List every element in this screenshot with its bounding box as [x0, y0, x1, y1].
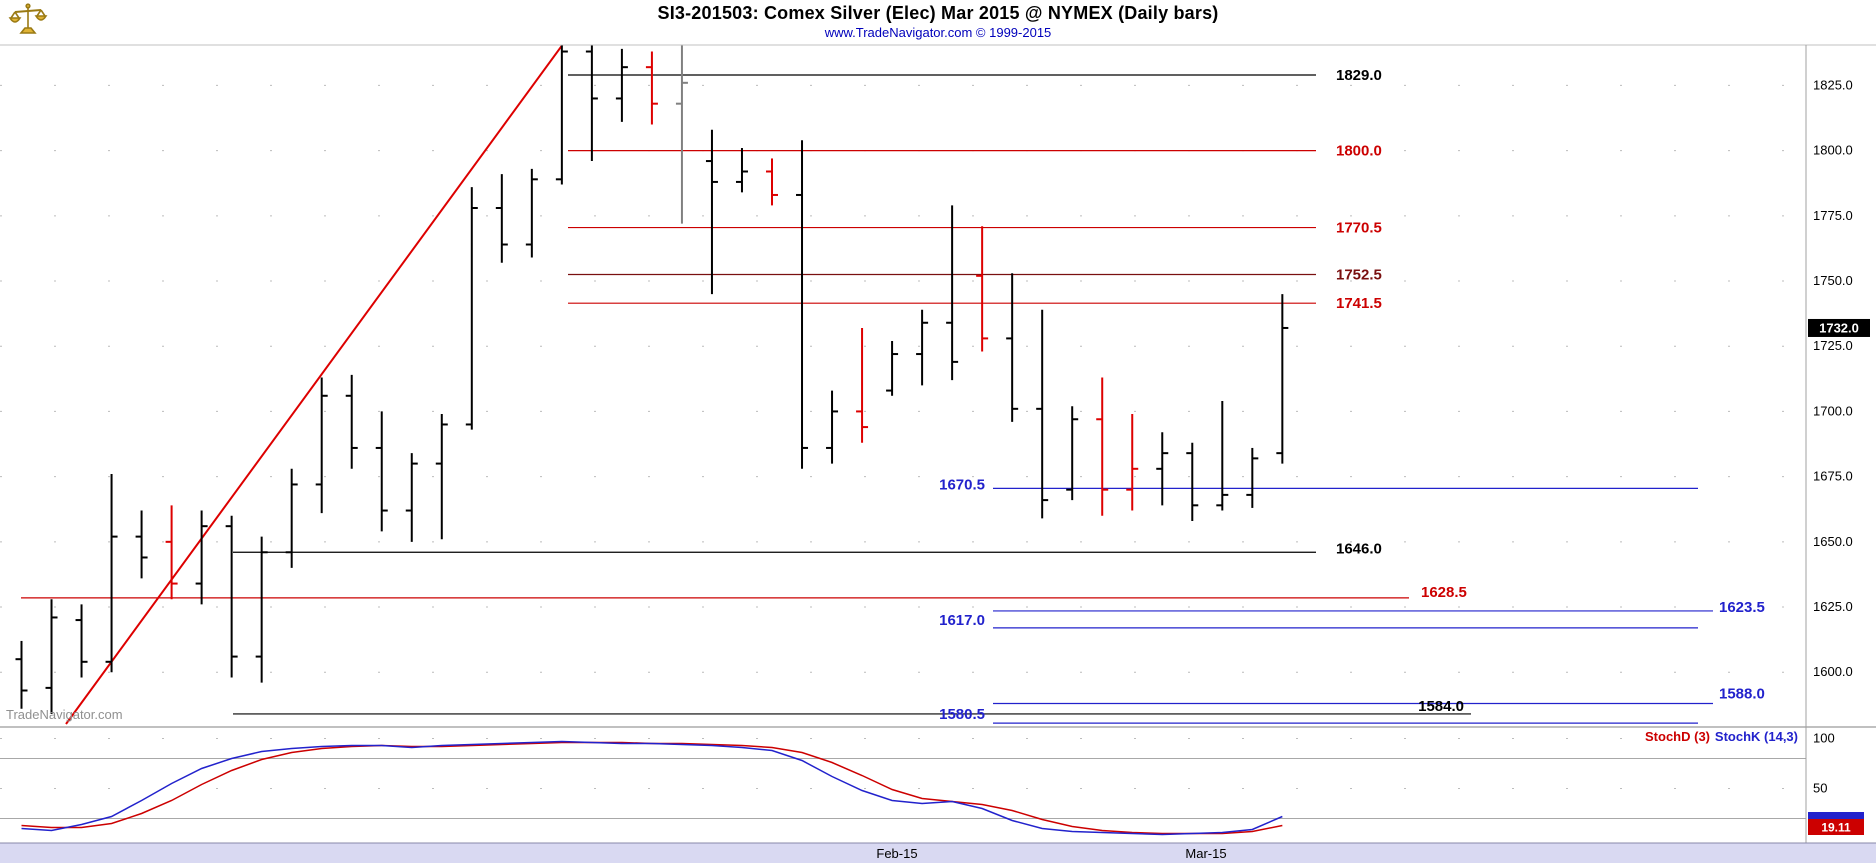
stochd-badge-text: 19.11 — [1821, 821, 1851, 835]
month-label: Feb-15 — [876, 846, 917, 861]
grid — [0, 84, 1806, 819]
ohlc-bar — [1126, 414, 1139, 511]
stochd-legend: StochD (3) — [1645, 729, 1710, 744]
ohlc-bar — [615, 48, 628, 122]
stochk-line — [21, 740, 1283, 836]
price-axis-label: 1625.0 — [1813, 599, 1853, 614]
chart-header: SI3-201503: Comex Silver (Elec) Mar 2015… — [0, 0, 1876, 40]
ohlc-bar — [1066, 406, 1079, 501]
ohlc-bar — [766, 158, 778, 206]
ohlc-bar — [1276, 294, 1289, 464]
price-axis-label: 1700.0 — [1813, 403, 1853, 418]
ohlc-bar — [1096, 377, 1109, 516]
ohlc-bar — [675, 45, 688, 224]
ohlc-bar — [255, 536, 268, 683]
ohlc-bar — [75, 604, 88, 678]
price-axis-label: 1675.0 — [1813, 469, 1853, 484]
price-axis-label: 1650.0 — [1813, 534, 1853, 549]
price-axis-label: 1725.0 — [1813, 338, 1853, 353]
ohlc-bar — [105, 474, 118, 673]
ohlc-bar — [826, 390, 839, 464]
ohlc-bar — [1246, 447, 1259, 508]
ohlc-bar — [225, 515, 238, 678]
ohlc-bar — [195, 510, 208, 605]
price-axis-label: 1600.0 — [1813, 664, 1853, 679]
page-subtitle: www.TradeNavigator.com © 1999-2015 — [824, 25, 1052, 40]
ohlc-bars — [15, 45, 1289, 714]
date-axis[interactable] — [0, 843, 1876, 863]
ohlc-bar — [285, 468, 298, 568]
stochd-line — [21, 741, 1283, 835]
ohlc-bar — [405, 453, 418, 542]
price-level-label: 1588.0 — [1719, 686, 1765, 703]
ohlc-bar — [435, 414, 448, 540]
page-title: SI3-201503: Comex Silver (Elec) Mar 2015… — [657, 3, 1219, 23]
ohlc-bar — [796, 140, 809, 469]
ohlc-bar — [976, 226, 989, 352]
stochk-legend: StochK (14,3) — [1715, 729, 1798, 744]
ohlc-bar — [465, 187, 478, 430]
price-level-label: 1623.5 — [1719, 599, 1765, 616]
price-axis-label: 1800.0 — [1813, 143, 1853, 158]
ohlc-bar — [135, 510, 148, 579]
last-price-badge-text: 1732.0 — [1819, 320, 1859, 335]
stoch-axis-label: 100 — [1813, 731, 1835, 746]
price-level-label: 1646.0 — [1336, 540, 1382, 557]
price-level-label: 1770.5 — [1336, 220, 1382, 237]
ohlc-bar — [1186, 442, 1199, 521]
ohlc-bar — [165, 505, 178, 600]
ohlc-bar — [916, 309, 929, 386]
ohlc-bar — [15, 640, 28, 709]
price-level-label: 1628.5 — [1421, 584, 1467, 601]
price-level-label: 1617.0 — [939, 612, 985, 629]
ohlc-bar — [555, 45, 568, 185]
ohlc-bar — [735, 148, 748, 193]
price-level-label: 1670.5 — [939, 476, 985, 493]
month-label: Mar-15 — [1185, 846, 1226, 861]
stochd-badge — [1808, 819, 1864, 835]
price-level-label: 1829.0 — [1336, 67, 1382, 84]
ohlc-bar — [585, 45, 598, 162]
price-axis-label: 1750.0 — [1813, 273, 1853, 288]
price-axis-label: 1775.0 — [1813, 208, 1853, 223]
ohlc-bar — [886, 341, 899, 396]
ohlc-bar — [45, 599, 58, 714]
price-level-label: 1800.0 — [1336, 143, 1382, 160]
ohlc-bar — [946, 205, 959, 381]
ohlc-bar — [315, 377, 328, 514]
ohlc-bar — [1216, 400, 1229, 511]
ohlc-bar — [645, 51, 658, 125]
chart-watermark: TradeNavigator.com — [6, 707, 123, 722]
last-price-badge — [1808, 318, 1870, 337]
ohlc-bar — [495, 174, 508, 263]
price-level-label: 1741.5 — [1336, 295, 1382, 312]
stoch-axis-label: 50 — [1813, 781, 1827, 796]
price-level-label: 1580.5 — [939, 706, 985, 723]
price-level-label: 1584.0 — [1418, 698, 1464, 715]
price-axis-label: 1825.0 — [1813, 77, 1853, 92]
ohlc-bar — [1006, 273, 1019, 422]
price-level-label: 1752.5 — [1336, 267, 1382, 284]
ohlc-bar — [375, 411, 388, 532]
ohlc-bar — [525, 168, 538, 258]
ohlc-bar — [345, 374, 358, 469]
ohlc-bar — [705, 129, 718, 295]
ohlc-bar — [856, 327, 869, 443]
scales-logo-icon — [8, 2, 48, 43]
ohlc-bar — [1036, 309, 1049, 519]
trendline — [65, 45, 564, 725]
plot-area[interactable] — [15, 28, 1714, 725]
ohlc-bar — [1156, 432, 1169, 506]
